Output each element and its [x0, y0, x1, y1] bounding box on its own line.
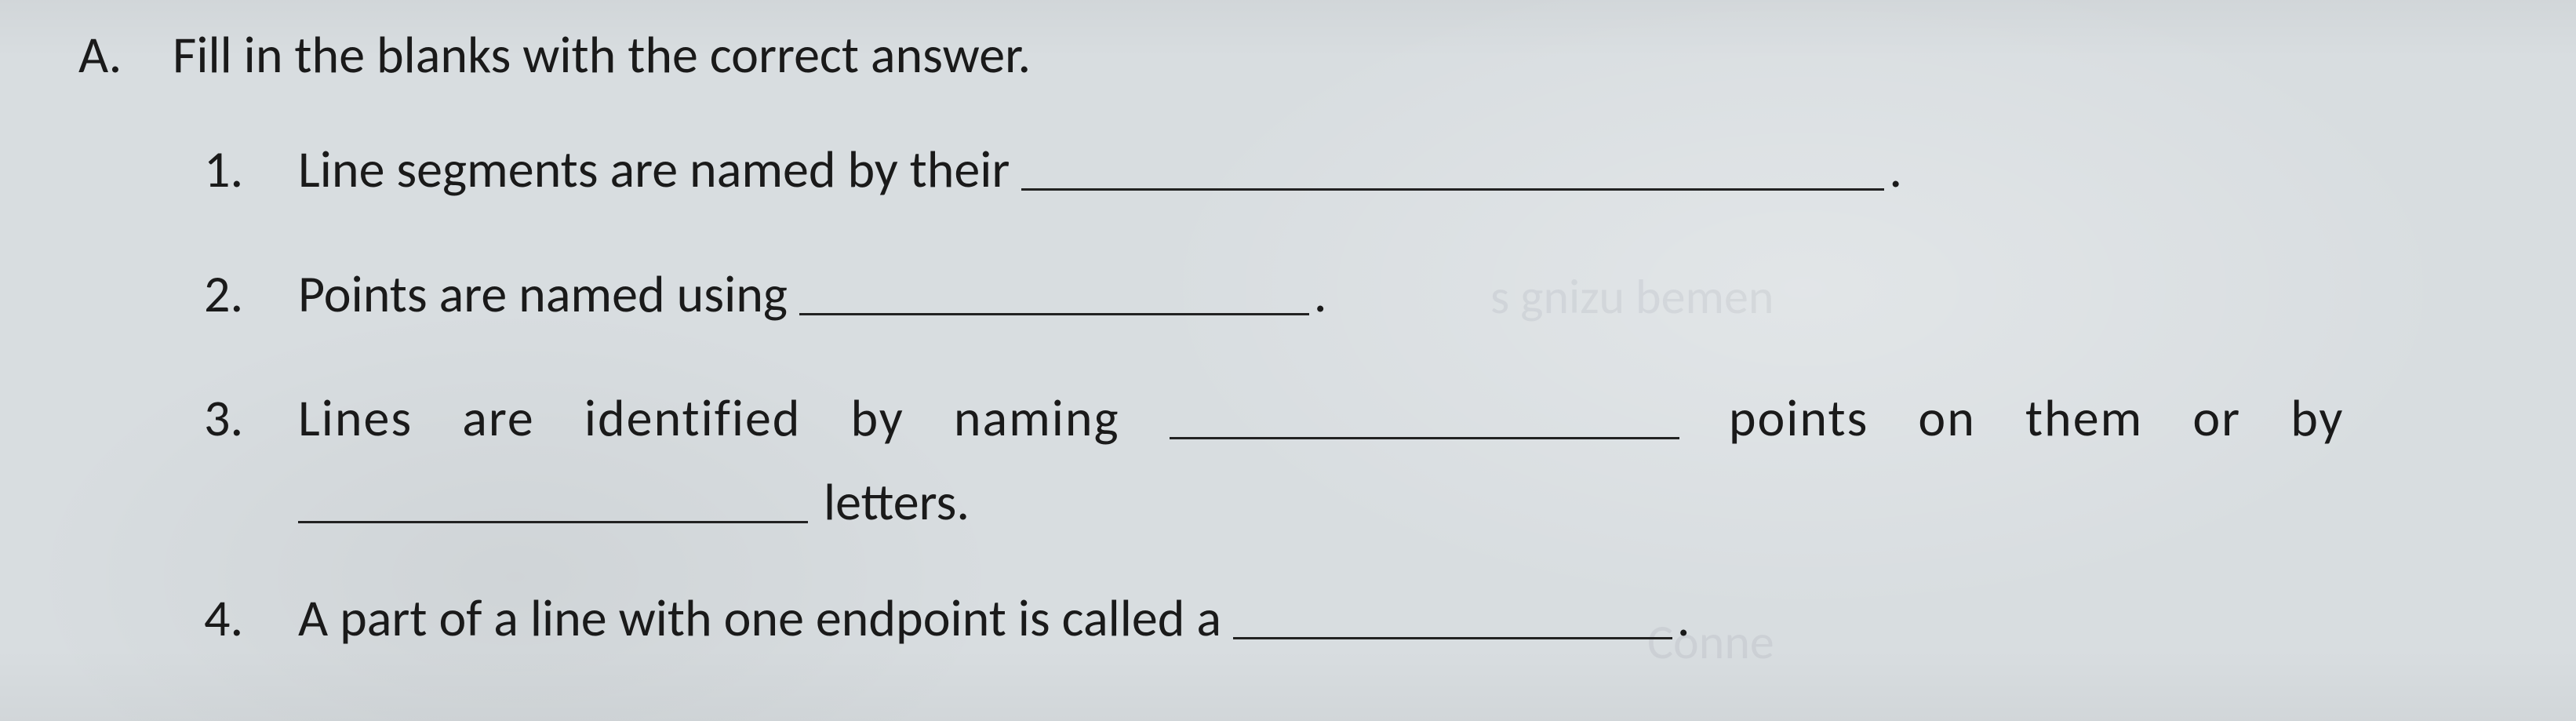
question-4: 4. A part of a line with one endpoint is… — [78, 581, 2529, 651]
question-text-before: Lines are identified by naming — [298, 386, 1120, 450]
question-body: Lines are identified by naming points on… — [298, 381, 2529, 451]
section-marker: A. — [78, 24, 173, 86]
fill-blank[interactable] — [298, 469, 808, 523]
fill-blank[interactable] — [799, 261, 1309, 315]
question-text-after: . — [1314, 262, 1327, 326]
section-header: A. Fill in the blanks with the correct a… — [78, 24, 2529, 86]
question-number: 3. — [204, 386, 298, 451]
fill-blank[interactable] — [1021, 137, 1884, 191]
question-body: Points are named using . — [298, 257, 2529, 327]
question-body: A part of a line with one endpoint is ca… — [298, 581, 2529, 651]
fill-blank[interactable] — [1233, 585, 1672, 639]
fill-blank[interactable] — [1170, 385, 1679, 439]
worksheet-page: s gnizu bemen Conne A. Fill in the blank… — [0, 0, 2576, 721]
question-text-mid: points on them or by — [1729, 386, 2345, 450]
section-instruction: Fill in the blanks with the correct answ… — [173, 24, 1031, 86]
question-2: 2. Points are named using . — [78, 257, 2529, 327]
question-text-before: Line segments are named by their — [298, 137, 1010, 201]
question-text-after: letters. — [824, 470, 970, 535]
question-text-after: . — [1889, 137, 1902, 201]
question-number: 1. — [204, 137, 298, 202]
question-1: 1. Line segments are named by their . — [78, 133, 2529, 202]
question-body: letters. — [298, 465, 2529, 535]
question-number: 4. — [204, 586, 298, 651]
question-text-after: . — [1677, 586, 1690, 650]
question-3-line2: letters. — [78, 459, 2529, 535]
question-text-before: A part of a line with one endpoint is ca… — [298, 586, 1221, 650]
question-number: 2. — [204, 262, 298, 327]
question-body: Line segments are named by their . — [298, 133, 2529, 202]
question-text-before: Points are named using — [298, 262, 788, 326]
question-3: 3. Lines are identified by naming points… — [78, 381, 2529, 451]
